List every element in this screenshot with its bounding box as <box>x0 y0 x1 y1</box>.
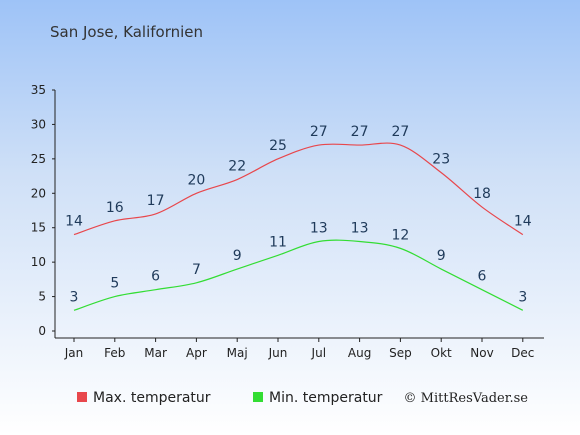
y-tick-label: 5 <box>38 290 46 304</box>
data-label-max: 25 <box>269 138 287 154</box>
data-label-min: 6 <box>478 269 487 285</box>
legend-label-max: Max. temperatur <box>93 390 211 406</box>
x-tick-label: Maj <box>227 346 248 360</box>
data-label-max: 27 <box>310 124 328 140</box>
y-tick-label: 15 <box>31 221 46 235</box>
data-label-max: 14 <box>514 214 532 230</box>
data-labels: 14 16 17 20 22 25 27 27 27 23 18 14 3 5 6 7 9 11 13 13 12 9 6 3 <box>65 124 532 305</box>
data-label-max: 27 <box>351 124 369 140</box>
data-label-min: 11 <box>269 234 287 250</box>
x-tick-label: Jul <box>311 346 326 360</box>
data-label-max: 14 <box>65 214 83 230</box>
x-tick-label: Dec <box>511 346 534 360</box>
data-label-max: 22 <box>228 159 246 175</box>
series-lines <box>73 142 524 311</box>
x-tick-label: Nov <box>470 346 493 360</box>
data-label-max: 17 <box>147 193 165 209</box>
data-label-min: 3 <box>70 289 79 305</box>
data-label-min: 12 <box>391 227 409 243</box>
x-tick-label: Apr <box>186 346 207 360</box>
x-tick-label: Jun <box>268 346 288 360</box>
data-label-min: 9 <box>437 248 446 264</box>
data-label-min: 13 <box>310 220 328 236</box>
data-label-max: 16 <box>106 200 124 216</box>
x-tick-label: Jan <box>64 346 84 360</box>
y-tick-label: 35 <box>31 83 46 97</box>
credit-text: © MittResVader.se <box>404 391 529 406</box>
y-tick-label: 10 <box>31 255 46 269</box>
data-label-max: 27 <box>391 124 409 140</box>
data-label-min: 6 <box>151 269 160 285</box>
data-label-max: 18 <box>473 186 491 202</box>
y-tick-label: 25 <box>31 152 46 166</box>
data-label-min: 3 <box>518 289 527 305</box>
legend: Max. temperatur Min. temperatur <box>77 390 383 406</box>
y-tick-label: 30 <box>31 117 46 131</box>
legend-label-min: Min. temperatur <box>269 390 383 406</box>
data-label-max: 20 <box>187 172 205 188</box>
y-tick-label: 0 <box>38 324 46 338</box>
x-tick-label: Okt <box>431 346 452 360</box>
x-tick-label: Sep <box>389 346 412 360</box>
legend-swatch-min <box>253 392 263 402</box>
series-line-min <box>73 239 524 311</box>
series-line-max <box>73 142 524 236</box>
y-tick-label: 20 <box>31 186 46 200</box>
data-label-min: 9 <box>233 248 242 264</box>
data-label-max: 23 <box>432 152 450 168</box>
data-label-min: 13 <box>351 220 369 236</box>
data-label-min: 7 <box>192 262 201 278</box>
x-tick-label: Mar <box>144 346 167 360</box>
data-label-min: 5 <box>110 276 119 292</box>
x-tick-label: Feb <box>104 346 125 360</box>
x-tick-label: Aug <box>348 346 371 360</box>
legend-swatch-max <box>77 392 87 402</box>
chart-title: San Jose, Kalifornien <box>50 23 203 41</box>
